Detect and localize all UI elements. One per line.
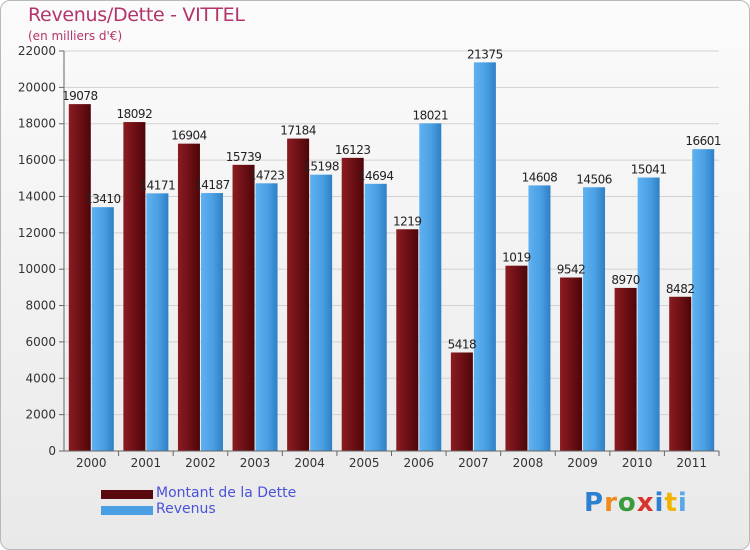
bar-revenue [310,174,333,451]
data-label: 16123 [335,143,371,157]
x-tick-label: 2002 [185,456,216,470]
x-tick-label: 2004 [294,456,325,470]
y-tick-label: 20000 [18,80,56,94]
bar-debt [177,143,200,451]
data-label: 18092 [117,107,153,121]
bar-revenue [200,193,223,451]
y-tick-label: 2000 [25,408,56,422]
bar-debt [396,229,419,451]
bar-debt [450,352,473,451]
y-tick-label: 10000 [18,262,56,276]
x-tick-label: 2005 [349,456,380,470]
bar-revenue [255,183,278,452]
bar-debt [505,265,528,451]
chart-subtitle: (en milliers d'€) [28,29,123,43]
bar-debt [341,157,364,451]
data-label: 5418 [448,337,477,351]
bar-revenue [528,185,551,451]
x-tick-label: 2008 [513,456,544,470]
data-label: 14694 [358,169,394,183]
bar-revenue [637,177,660,451]
bar-debt [669,296,692,451]
y-tick-label: 8000 [25,299,56,313]
bar-debt [287,138,310,451]
bar-revenue [692,149,715,451]
logo-letter: i [677,488,688,518]
data-label: 18021 [412,108,448,122]
bar-revenue [364,183,387,451]
data-label: 15739 [226,150,262,164]
y-tick-label: 6000 [25,335,56,349]
bar-debt [614,287,637,451]
data-label: 14608 [522,170,558,184]
logo-letter: x [636,488,655,518]
data-label: 14171 [140,178,176,192]
bar-revenue [473,62,496,451]
legend-swatch-revenue [101,506,153,515]
data-label: 14187 [194,178,230,192]
x-tick-label: 2001 [131,456,162,470]
bar-revenue [146,193,169,451]
x-tick-label: 2010 [622,456,653,470]
data-label: 19078 [62,89,98,103]
data-label: 8482 [666,282,695,296]
data-label: 13410 [85,192,121,206]
y-tick-label: 22000 [18,44,56,58]
legend-label-revenue: Revenus [156,501,216,517]
data-label: 1219 [393,214,422,228]
bar-debt [560,277,583,451]
logo-letter: r [604,488,618,518]
data-label: 9542 [557,263,586,277]
x-tick-label: 2011 [676,456,707,470]
bar-debt [232,164,255,451]
logo-letter: o [617,488,637,518]
bar-revenue [91,207,114,451]
data-label: 8970 [611,273,640,287]
y-tick-label: 16000 [18,153,56,167]
data-label: 16601 [685,134,721,148]
x-tick-label: 2007 [458,456,489,470]
data-label: 16904 [171,129,207,143]
y-tick-label: 4000 [25,371,56,385]
legend-label-debt: Montant de la Dette [156,485,297,501]
data-label: 21375 [467,47,503,61]
data-label: 14723 [249,168,285,182]
bar-revenue [419,123,442,451]
logo-letter: t [664,488,678,518]
data-label: 1019 [502,251,531,265]
proxiti-logo: Proxiti [584,488,688,518]
logo-letter: P [584,488,605,518]
logo-letter: i [654,488,665,518]
y-tick-label: 12000 [18,226,56,240]
x-tick-label: 2006 [404,456,435,470]
data-label: 17184 [280,124,316,138]
y-tick-label: 18000 [18,117,56,131]
legend-swatch-debt [101,490,153,499]
chart-title: Revenus/Dette - VITTEL [28,4,245,26]
y-tick-label: 14000 [18,189,56,203]
data-label: 14506 [576,172,612,186]
data-label: 15198 [303,160,339,174]
x-tick-label: 2003 [240,456,271,470]
x-tick-label: 2000 [76,456,107,470]
y-tick-label: 0 [48,444,56,458]
bar-debt [123,122,146,452]
bar-revenue [583,187,606,451]
data-label: 15041 [631,163,667,177]
bar-debt [68,104,91,452]
x-tick-label: 2009 [567,456,598,470]
